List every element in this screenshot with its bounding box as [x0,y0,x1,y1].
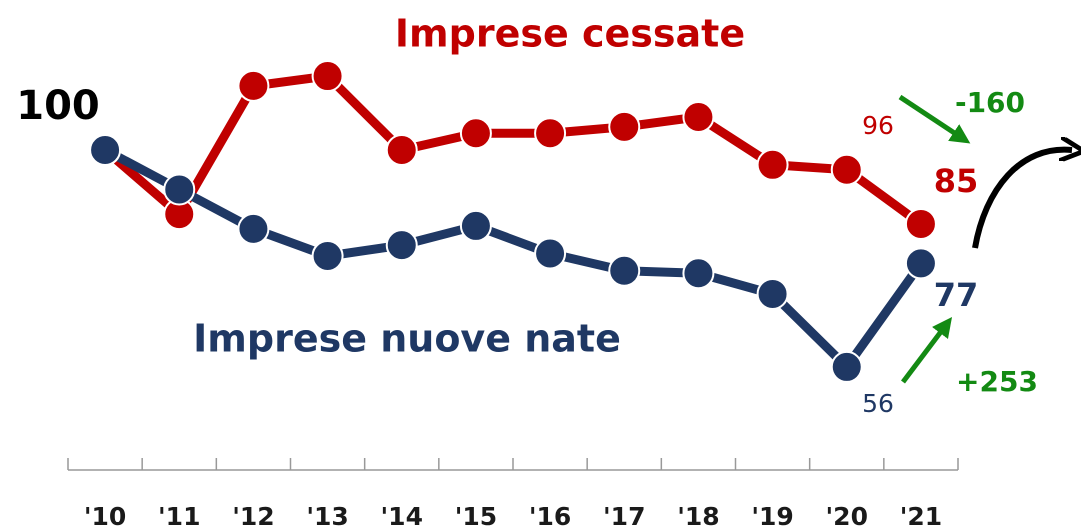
point [534,237,567,270]
series-label: Imprese cessate [395,12,745,56]
x-tick-label: '13 [306,502,348,531]
point [756,148,789,181]
x-tick-label: '14 [381,502,423,531]
data-label: 56 [862,389,894,418]
point [459,117,492,150]
annotation: +253 [956,365,1038,398]
point [682,257,715,290]
point [534,117,567,150]
arrow [901,317,953,384]
point [89,134,122,166]
point [311,239,344,272]
point [237,212,270,245]
point [756,277,789,310]
data-label: 96 [862,111,894,140]
point [385,134,418,166]
arrow [898,94,971,144]
point [237,69,270,102]
x-tick-label: '16 [529,502,571,531]
point [311,60,344,93]
series-line [102,71,924,228]
x-tick-label: '19 [751,502,793,531]
x-tick-label: '20 [826,502,868,531]
point [608,254,641,287]
point [163,173,196,206]
point [904,207,937,240]
point [385,229,418,262]
x-tick-label: '10 [84,502,126,531]
x-tick-label: '11 [158,502,200,531]
point [459,209,492,242]
series-label: Imprese nuove nate [193,317,621,361]
point [608,110,641,143]
annotation: -160 [955,86,1025,119]
x-tick-label: '21 [900,502,942,531]
trend-arrow [972,150,1072,249]
point [682,100,715,133]
x-tick-label: '12 [232,502,274,531]
x-tick-label: '18 [677,502,719,531]
x-tick-label: '15 [455,502,497,531]
x-tick-label: '17 [603,502,645,531]
plot [89,60,937,383]
point [904,247,937,280]
data-label: 77 [934,276,979,314]
data-label: 100 [16,83,100,129]
point [830,350,863,383]
point [830,153,863,186]
data-label: 85 [934,162,979,200]
